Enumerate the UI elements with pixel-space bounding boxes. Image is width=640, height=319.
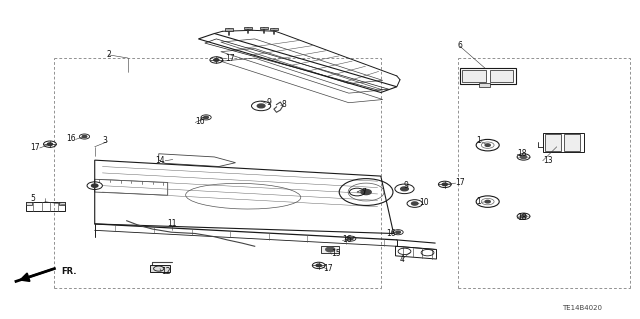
Bar — [26, 202, 32, 205]
Text: 5: 5 — [31, 194, 36, 203]
Bar — [564, 134, 580, 151]
Circle shape — [204, 116, 209, 119]
Circle shape — [412, 202, 418, 205]
Bar — [490, 70, 513, 82]
Circle shape — [92, 184, 98, 187]
Circle shape — [442, 183, 447, 186]
Circle shape — [485, 144, 490, 146]
Bar — [270, 28, 278, 30]
Text: 16: 16 — [342, 235, 352, 244]
Text: 17: 17 — [30, 143, 40, 152]
Text: 16: 16 — [66, 134, 76, 143]
Text: 12: 12 — [161, 267, 171, 276]
Bar — [460, 68, 516, 84]
Circle shape — [82, 135, 87, 138]
Text: 6: 6 — [457, 41, 462, 50]
Circle shape — [401, 187, 408, 191]
Text: TE14B4020: TE14B4020 — [562, 305, 602, 311]
Text: 18: 18 — [517, 213, 527, 222]
Text: 13: 13 — [543, 156, 552, 165]
Text: 10: 10 — [419, 198, 429, 207]
Text: 8: 8 — [282, 100, 286, 109]
Text: 9: 9 — [266, 98, 271, 107]
Circle shape — [396, 231, 401, 234]
Text: 1: 1 — [477, 197, 481, 206]
Bar — [545, 134, 561, 151]
Text: 15: 15 — [332, 249, 341, 258]
Circle shape — [257, 104, 265, 108]
Text: 1: 1 — [477, 137, 481, 145]
Text: 18: 18 — [517, 149, 527, 158]
Circle shape — [361, 189, 371, 195]
Circle shape — [520, 215, 527, 218]
Bar — [225, 28, 233, 31]
Circle shape — [485, 200, 490, 203]
Text: 17: 17 — [323, 264, 333, 273]
Bar — [543, 133, 584, 152]
Text: 16: 16 — [195, 117, 205, 126]
Bar — [260, 27, 268, 29]
Circle shape — [47, 143, 52, 145]
Text: 2: 2 — [106, 50, 111, 59]
Bar — [244, 27, 252, 29]
Circle shape — [316, 264, 321, 267]
Text: 17: 17 — [456, 178, 465, 187]
Bar — [321, 246, 339, 253]
Circle shape — [348, 237, 353, 240]
Text: FR.: FR. — [61, 267, 76, 276]
Circle shape — [520, 155, 527, 159]
Text: 14: 14 — [156, 156, 165, 165]
Text: 4: 4 — [399, 255, 404, 263]
Text: 16: 16 — [386, 229, 396, 238]
Bar — [462, 70, 486, 82]
Text: 17: 17 — [225, 54, 235, 63]
Text: 9: 9 — [403, 181, 408, 190]
Text: 7: 7 — [362, 188, 367, 197]
Text: 3: 3 — [102, 137, 108, 145]
Bar — [59, 202, 65, 205]
Circle shape — [326, 247, 335, 252]
Circle shape — [214, 59, 219, 61]
Bar — [479, 83, 490, 87]
Text: 11: 11 — [167, 219, 176, 228]
Bar — [150, 265, 170, 272]
